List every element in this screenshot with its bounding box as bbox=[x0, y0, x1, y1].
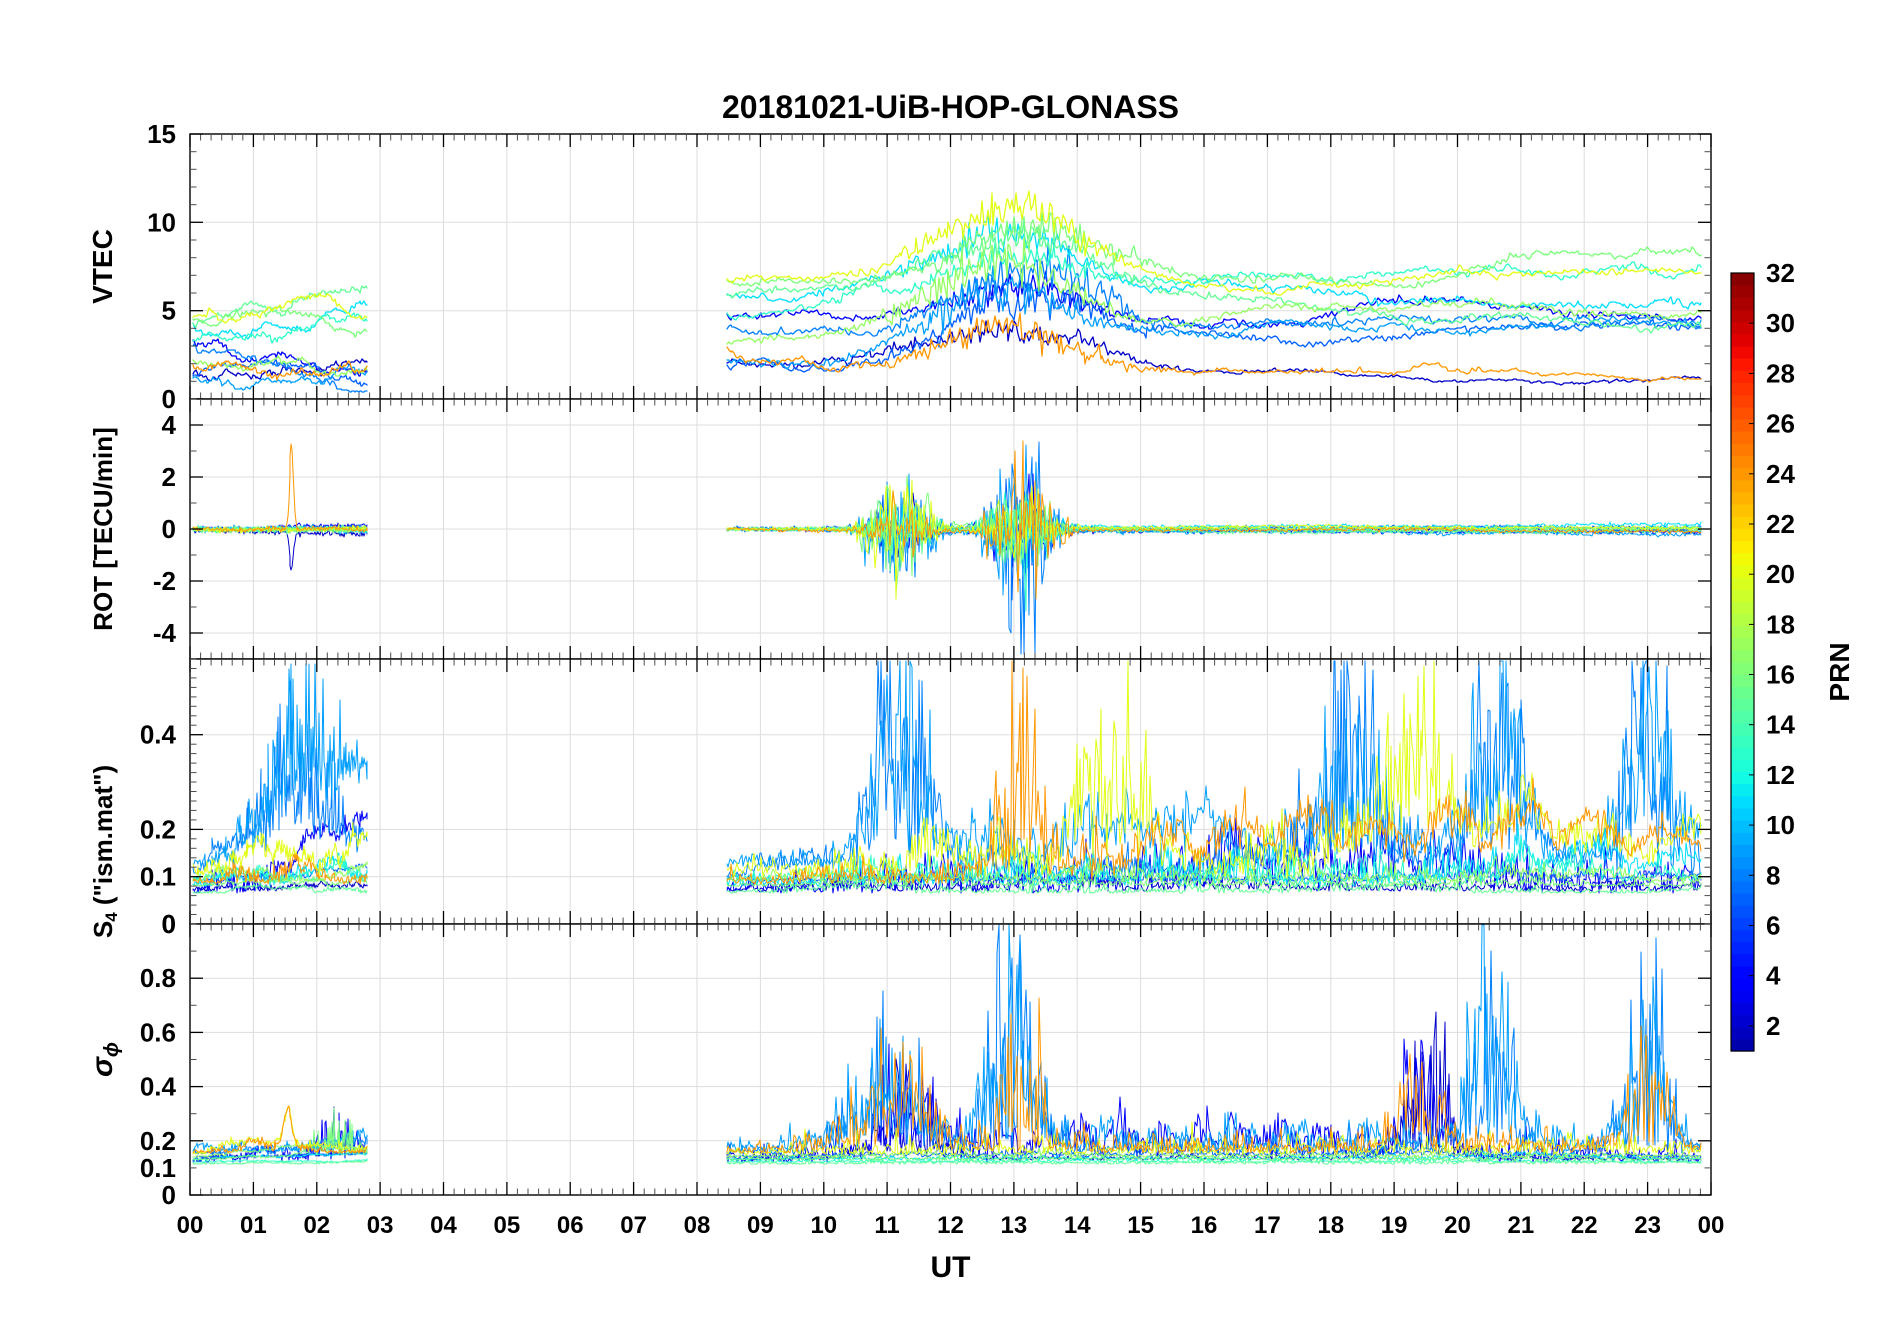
svg-text:10: 10 bbox=[810, 1212, 837, 1239]
svg-text:03: 03 bbox=[367, 1212, 394, 1239]
svg-text:4: 4 bbox=[162, 410, 177, 440]
svg-text:σϕ: σϕ bbox=[86, 1042, 123, 1077]
svg-text:17: 17 bbox=[1254, 1212, 1281, 1239]
svg-text:0.2: 0.2 bbox=[140, 1126, 176, 1156]
svg-text:26: 26 bbox=[1766, 409, 1795, 439]
svg-text:15: 15 bbox=[147, 119, 176, 149]
svg-text:05: 05 bbox=[494, 1212, 521, 1239]
svg-text:16: 16 bbox=[1766, 660, 1795, 690]
svg-text:0.4: 0.4 bbox=[140, 720, 177, 750]
svg-text:4: 4 bbox=[1766, 961, 1781, 991]
svg-text:04: 04 bbox=[430, 1212, 457, 1239]
svg-text:11: 11 bbox=[874, 1212, 899, 1239]
svg-text:6: 6 bbox=[1766, 911, 1780, 941]
svg-text:09: 09 bbox=[747, 1212, 774, 1239]
svg-text:2: 2 bbox=[162, 462, 176, 492]
svg-text:14: 14 bbox=[1766, 710, 1795, 740]
svg-text:2: 2 bbox=[1766, 1011, 1780, 1041]
svg-text:16: 16 bbox=[1191, 1212, 1218, 1239]
svg-text:0: 0 bbox=[162, 909, 176, 939]
svg-text:08: 08 bbox=[684, 1212, 711, 1239]
svg-text:VTEC: VTEC bbox=[87, 229, 118, 304]
svg-text:0.1: 0.1 bbox=[140, 1153, 176, 1183]
svg-text:S4 ("ism.mat"): S4 ("ism.mat") bbox=[88, 765, 121, 938]
svg-text:12: 12 bbox=[937, 1212, 964, 1239]
svg-text:-2: -2 bbox=[153, 566, 176, 596]
svg-text:01: 01 bbox=[240, 1212, 267, 1239]
svg-text:15: 15 bbox=[1127, 1212, 1154, 1239]
svg-text:22: 22 bbox=[1571, 1212, 1598, 1239]
svg-text:20: 20 bbox=[1766, 559, 1795, 589]
svg-text:02: 02 bbox=[303, 1212, 330, 1239]
svg-text:10: 10 bbox=[147, 207, 176, 237]
svg-text:21: 21 bbox=[1508, 1212, 1535, 1239]
svg-text:06: 06 bbox=[557, 1212, 584, 1239]
svg-text:20181021-UiB-HOP-GLONASS: 20181021-UiB-HOP-GLONASS bbox=[722, 89, 1179, 125]
svg-text:0.4: 0.4 bbox=[140, 1072, 177, 1102]
svg-text:8: 8 bbox=[1766, 860, 1780, 890]
svg-text:14: 14 bbox=[1064, 1212, 1091, 1239]
svg-text:18: 18 bbox=[1766, 609, 1795, 639]
svg-text:PRN: PRN bbox=[1824, 642, 1855, 701]
svg-text:UT: UT bbox=[931, 1251, 971, 1284]
svg-text:00: 00 bbox=[1698, 1212, 1725, 1239]
svg-text:18: 18 bbox=[1317, 1212, 1344, 1239]
svg-text:0: 0 bbox=[162, 514, 176, 544]
svg-text:23: 23 bbox=[1634, 1212, 1661, 1239]
svg-text:20: 20 bbox=[1444, 1212, 1471, 1239]
svg-text:19: 19 bbox=[1381, 1212, 1408, 1239]
svg-text:0.6: 0.6 bbox=[140, 1017, 176, 1047]
svg-text:12: 12 bbox=[1766, 760, 1795, 790]
svg-text:22: 22 bbox=[1766, 509, 1795, 539]
svg-text:0.1: 0.1 bbox=[140, 862, 176, 892]
svg-text:13: 13 bbox=[1001, 1212, 1028, 1239]
svg-text:07: 07 bbox=[620, 1212, 647, 1239]
svg-text:ROT [TECU/min]: ROT [TECU/min] bbox=[88, 427, 118, 631]
svg-text:30: 30 bbox=[1766, 308, 1795, 338]
svg-text:24: 24 bbox=[1766, 459, 1795, 489]
svg-text:32: 32 bbox=[1766, 258, 1795, 288]
svg-text:-4: -4 bbox=[153, 618, 177, 648]
svg-text:0: 0 bbox=[162, 1180, 176, 1210]
svg-text:0.2: 0.2 bbox=[140, 814, 176, 844]
svg-text:28: 28 bbox=[1766, 358, 1795, 388]
svg-text:10: 10 bbox=[1766, 810, 1795, 840]
svg-text:00: 00 bbox=[177, 1212, 204, 1239]
svg-text:5: 5 bbox=[162, 296, 176, 326]
svg-text:0.8: 0.8 bbox=[140, 963, 176, 993]
